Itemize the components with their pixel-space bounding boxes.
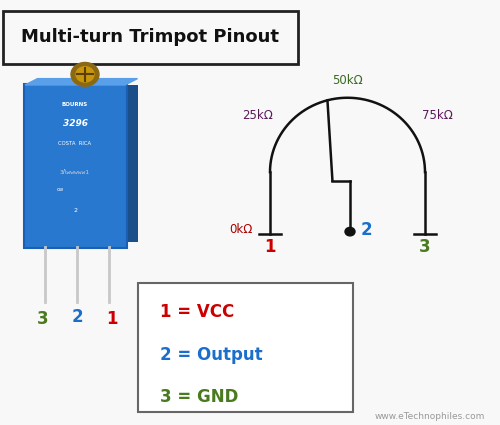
Circle shape [71, 62, 99, 86]
Text: BOURNS: BOURNS [62, 102, 88, 107]
Text: cw: cw [56, 187, 64, 193]
Text: 2: 2 [71, 308, 83, 326]
Text: 2: 2 [360, 221, 372, 238]
Circle shape [345, 227, 355, 236]
Text: 3Λwwwww1: 3Λwwwww1 [60, 170, 90, 175]
FancyBboxPatch shape [138, 283, 352, 412]
Text: 50kΩ: 50kΩ [332, 74, 363, 87]
FancyBboxPatch shape [2, 11, 298, 64]
Text: 3296: 3296 [62, 119, 88, 128]
Text: 3: 3 [419, 238, 431, 255]
Text: Multi-turn Trimpot Pinout: Multi-turn Trimpot Pinout [21, 28, 279, 46]
Text: 1: 1 [264, 238, 276, 255]
Text: 3: 3 [36, 310, 48, 328]
Polygon shape [25, 79, 138, 85]
Circle shape [76, 67, 94, 82]
FancyBboxPatch shape [125, 85, 138, 242]
FancyBboxPatch shape [24, 84, 127, 248]
Text: 25kΩ: 25kΩ [242, 109, 272, 122]
Text: 2 = Output: 2 = Output [160, 346, 262, 364]
Text: 1: 1 [106, 310, 118, 328]
Text: www.eTechnophiles.com: www.eTechnophiles.com [374, 412, 485, 421]
Text: 0kΩ: 0kΩ [229, 223, 252, 236]
Text: 75kΩ: 75kΩ [422, 109, 453, 122]
Text: 3 = GND: 3 = GND [160, 388, 238, 406]
Text: 1 = VCC: 1 = VCC [160, 303, 234, 321]
Text: COSTA  RICA: COSTA RICA [58, 141, 92, 146]
Text: 2: 2 [73, 209, 77, 213]
